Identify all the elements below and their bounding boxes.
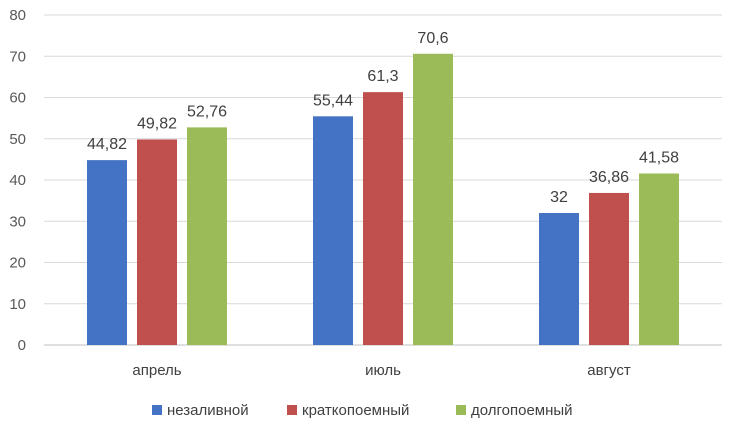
y-tick-label: 50 [9, 131, 26, 148]
data-label: 32 [550, 189, 568, 206]
x-category-label: апрель [132, 362, 181, 379]
bar-незаливной [313, 116, 353, 345]
bar-краткопоемный [137, 139, 177, 345]
legend: незаливной краткопоемный долгопоемный [152, 402, 573, 419]
data-label: 55,44 [313, 92, 353, 109]
data-labels: 44,82 49,82 52,76 55,44 61,3 70,6 32 36,86 41,58 [87, 30, 679, 206]
data-label: 44,82 [87, 136, 127, 153]
data-label: 41,58 [639, 149, 679, 166]
legend-label: долгопоемный [471, 402, 573, 419]
bars [87, 53, 679, 346]
bar-незаливной [87, 160, 127, 345]
y-tick-label: 60 [9, 90, 26, 107]
y-tick-label: 30 [9, 213, 26, 230]
data-label: 49,82 [137, 115, 177, 132]
bar-незаливной [539, 213, 579, 345]
data-label: 52,76 [187, 103, 227, 120]
x-category-label: август [587, 362, 631, 379]
bar-краткопоемный [589, 192, 629, 345]
y-axis: 0 10 20 30 40 50 60 70 80 [9, 7, 26, 354]
y-tick-label: 10 [9, 296, 26, 313]
y-tick-label: 0 [18, 337, 26, 354]
legend-swatch [456, 405, 466, 415]
bar-долгопоемный [639, 173, 679, 345]
y-tick-label: 80 [9, 7, 26, 24]
data-label: 36,86 [589, 169, 629, 186]
legend-swatch [287, 405, 297, 415]
x-category-label: июль [365, 362, 401, 379]
bar-долгопоемный [413, 53, 453, 346]
bar-краткопоемный [363, 92, 403, 345]
data-label: 70,6 [417, 30, 448, 47]
legend-label: краткопоемный [302, 402, 409, 419]
legend-swatch [152, 405, 162, 415]
data-label: 61,3 [367, 68, 398, 85]
x-axis: апрель июль август [132, 362, 630, 379]
bar-долгопоемный [187, 127, 227, 346]
y-tick-label: 20 [9, 255, 26, 272]
y-tick-label: 70 [9, 48, 26, 65]
legend-label: незаливной [167, 402, 249, 419]
y-tick-label: 40 [9, 172, 26, 189]
